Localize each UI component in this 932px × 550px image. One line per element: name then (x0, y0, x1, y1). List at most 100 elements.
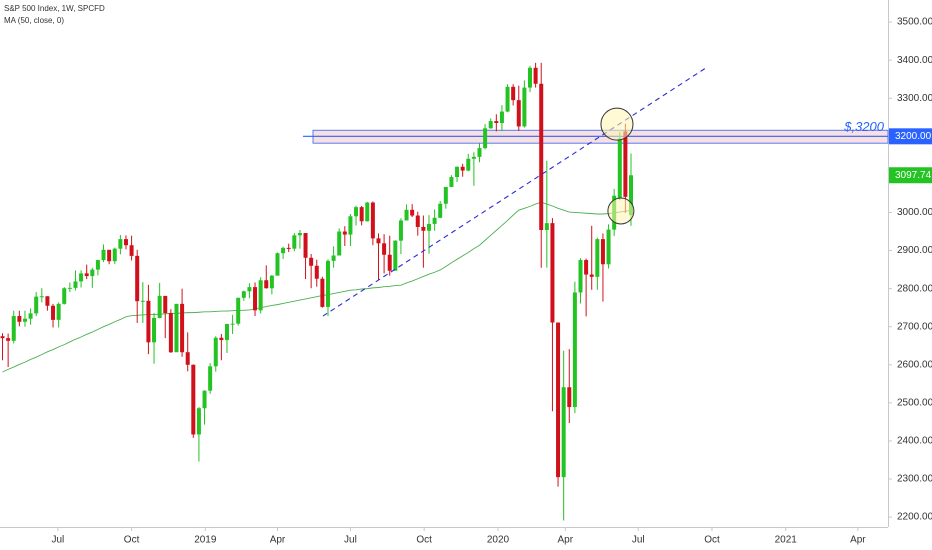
candle-body (196, 408, 201, 435)
highlight-circle (607, 197, 635, 225)
level-axis-label: 3200.00 (895, 131, 932, 142)
candle-body (584, 260, 589, 275)
candle-body (140, 300, 145, 302)
x-tick-label: 2020 (487, 535, 510, 546)
candle-body (466, 158, 471, 171)
y-tick-label: 3400.00 (897, 55, 932, 66)
y-tick-label: 2600.00 (897, 359, 932, 370)
candle-body (527, 67, 532, 88)
candle-body (17, 316, 22, 322)
candle-body (208, 366, 213, 391)
candle-body (73, 281, 78, 288)
y-tick-label: 2900.00 (897, 245, 932, 256)
candle-body (28, 313, 33, 319)
candle-body (376, 238, 381, 244)
candle-body (281, 247, 286, 254)
x-tick-label: 2021 (775, 535, 798, 546)
candle-body (297, 233, 302, 236)
x-tick-label: Jul (51, 535, 64, 546)
candle-body (168, 313, 173, 353)
level-axis-box (889, 128, 932, 145)
candle-body (230, 323, 235, 325)
x-tick-label: Apr (850, 535, 866, 546)
candle-body (309, 257, 314, 266)
candle-body (617, 138, 622, 199)
candle-body (449, 177, 454, 187)
candle-body (241, 291, 246, 298)
candle-body (410, 209, 415, 216)
level-label: $,3200 (843, 119, 885, 134)
candle-body (157, 295, 162, 318)
candle-body (101, 249, 106, 261)
candle-body (213, 337, 218, 367)
chart-title: S&P 500 Index, 1W, SPCFD (4, 4, 105, 13)
candle-body (258, 280, 263, 311)
candle-body (247, 287, 252, 292)
candle-body (387, 254, 392, 271)
candle-body (107, 249, 112, 262)
moving-average (2, 201, 632, 373)
candle-body (79, 273, 84, 282)
x-tick-label: Jul (632, 535, 645, 546)
candle-body (623, 131, 628, 197)
candle-body (488, 121, 493, 129)
indicator-label: MA (50, close, 0) (4, 16, 64, 25)
highlight-circle (600, 107, 634, 141)
candle-body (337, 231, 342, 256)
candle-body (84, 273, 89, 277)
candle-body (365, 202, 370, 222)
candle-body (180, 303, 185, 353)
candle-body (51, 305, 56, 320)
candle-body (494, 121, 499, 123)
y-tick-label: 3000.00 (897, 207, 932, 218)
candle-body (561, 387, 566, 478)
trendline (322, 66, 708, 317)
candle-body (45, 296, 50, 306)
candle-body (628, 175, 633, 216)
candle-body (320, 278, 325, 307)
candle-body (572, 292, 577, 408)
candle-body (556, 322, 561, 478)
candle-body (589, 274, 594, 277)
x-tick-label: 2019 (194, 535, 217, 546)
candle-body (174, 303, 179, 353)
candle-body (550, 223, 555, 323)
candle-body (370, 202, 375, 239)
x-tick-label: Oct (704, 535, 720, 546)
candle-body (292, 235, 297, 249)
candle-body (522, 87, 527, 127)
candle-body (95, 260, 100, 270)
candle-body (606, 229, 611, 265)
candle-body (455, 166, 460, 178)
candle-body (253, 287, 258, 311)
x-tick-label: Apr (270, 535, 286, 546)
candle-body (90, 269, 95, 277)
y-tick-label: 2700.00 (897, 321, 932, 332)
candle-body (303, 233, 308, 258)
candle-body (22, 318, 27, 322)
candle-body (275, 253, 280, 276)
candle-body (382, 243, 387, 255)
candle-body (191, 364, 196, 435)
y-tick-label: 2200.00 (897, 512, 932, 523)
candle-body (152, 317, 157, 343)
y-tick-label: 2400.00 (897, 436, 932, 447)
candle-body (578, 260, 583, 293)
y-tick-label: 3300.00 (897, 93, 932, 104)
candle-body (286, 247, 291, 249)
candle-body (6, 338, 11, 341)
candle-body (264, 280, 269, 289)
candle-body (62, 288, 67, 304)
candle-body (539, 83, 544, 230)
candle-body (511, 86, 516, 101)
candle-body (460, 166, 465, 171)
x-tick-label: Jul (344, 535, 357, 546)
x-tick-label: Oct (124, 535, 140, 546)
y-tick-label: 3500.00 (897, 17, 932, 28)
candle-body (202, 390, 207, 409)
x-tick-label: Oct (416, 535, 432, 546)
candle-body (56, 303, 61, 320)
candle-body (426, 223, 431, 231)
